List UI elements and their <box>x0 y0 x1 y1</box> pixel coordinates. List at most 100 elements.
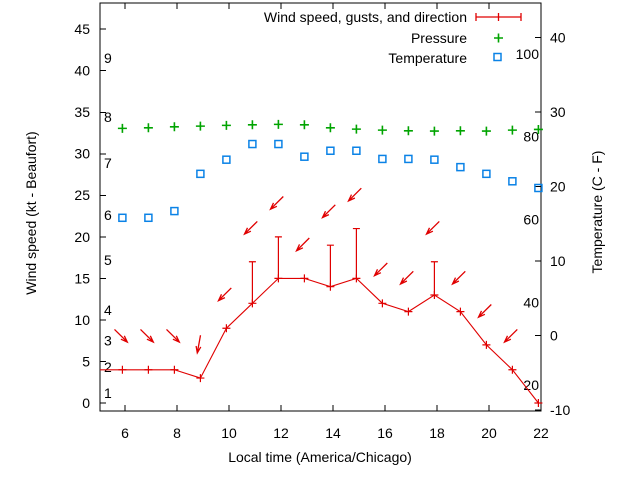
x-tick-label: 16 <box>377 425 393 441</box>
temperature-point <box>300 152 309 161</box>
beaufort-scale-label: 1 <box>104 385 112 401</box>
pressure-point <box>455 126 465 136</box>
fahrenheit-scale-label: 40 <box>523 294 539 310</box>
beaufort-scale-label: 3 <box>104 333 112 349</box>
y-left-tick-label: 5 <box>82 353 90 369</box>
x-tick-label: 6 <box>121 425 129 441</box>
wind-direction-arrow <box>399 270 414 286</box>
x-tick-label: 18 <box>429 425 445 441</box>
y-left-tick-label: 25 <box>74 187 90 203</box>
y-right-tick-label: 0 <box>550 327 558 343</box>
wind-direction-arrow <box>425 220 440 236</box>
beaufort-scale-label: 9 <box>104 50 112 66</box>
beaufort-scale-label: 4 <box>104 302 112 318</box>
wind-point <box>222 324 231 333</box>
y-left-axis-label: Wind speed (kt - Beaufort) <box>23 131 39 294</box>
pressure-point <box>169 122 179 132</box>
temperature-point <box>196 169 205 179</box>
legend-sample-temperature <box>493 52 502 62</box>
pressure-point <box>195 121 205 131</box>
y-right-tick-label: 10 <box>550 253 566 269</box>
temperature-point <box>222 155 231 164</box>
plot-border <box>99 2 542 412</box>
pressure-point <box>533 124 543 134</box>
pressure-point <box>247 120 257 130</box>
fahrenheit-scale-label: 80 <box>523 129 539 145</box>
wind-point <box>170 365 179 374</box>
wind-point <box>144 365 153 374</box>
fahrenheit-scale-label: 60 <box>523 212 539 228</box>
pressure-point <box>429 126 439 136</box>
y-left-tick-label: 35 <box>74 104 90 120</box>
wind-direction-arrow <box>503 328 518 344</box>
wind-point <box>326 282 335 291</box>
wind-direction-arrow <box>114 328 129 344</box>
temperature-point <box>456 162 465 172</box>
fahrenheit-scale-label: 20 <box>523 377 539 393</box>
wind-direction-arrow <box>373 262 388 278</box>
wind-direction-arrow <box>477 304 492 319</box>
wind-direction-arrow <box>295 237 310 253</box>
temperature-point <box>248 139 257 149</box>
wind-point <box>378 299 387 308</box>
x-tick-label: 20 <box>481 425 497 441</box>
y-right-tick-label: 40 <box>550 29 566 45</box>
pressure-point <box>403 126 413 136</box>
wind-direction-arrow <box>217 287 232 302</box>
x-axis-label: Local time (America/Chicago) <box>228 449 412 465</box>
x-tick-label: 8 <box>173 425 181 441</box>
wind-direction-arrow <box>140 328 155 344</box>
wind-point <box>248 299 257 308</box>
temperature-point <box>430 155 439 164</box>
temperature-point <box>404 154 413 164</box>
y-right-tick-label: -10 <box>550 402 570 418</box>
gust-bar <box>352 227 360 279</box>
x-tick-label: 22 <box>533 425 549 441</box>
x-tick-label: 12 <box>273 425 289 441</box>
chart-generated-layer: 6 8 10 12 14 16 18 20 22051015202530354045-10010… <box>74 2 570 441</box>
y-right-tick-label: 20 <box>550 178 566 194</box>
temperature-point <box>274 139 283 149</box>
temperature-point <box>144 213 153 223</box>
wind-point <box>430 291 439 300</box>
x-tick-label: 14 <box>325 425 341 441</box>
temperature-point <box>170 206 179 216</box>
temperature-point <box>118 213 127 223</box>
pressure-point <box>221 120 231 130</box>
wind-point <box>274 274 283 283</box>
wind-direction-arrow <box>321 204 336 219</box>
pressure-point <box>481 126 491 136</box>
gust-bar <box>326 244 334 287</box>
pressure-point <box>143 123 153 133</box>
y-left-tick-label: 10 <box>74 312 90 328</box>
temperature-point <box>326 146 335 155</box>
pressure-point <box>273 119 283 129</box>
y-left-tick-label: 0 <box>82 395 90 411</box>
beaufort-scale-label: 7 <box>104 155 112 171</box>
y-left-tick-label: 45 <box>74 21 90 37</box>
gust-bar <box>274 236 282 279</box>
x-tick-label: 10 <box>221 425 237 441</box>
wind-point <box>508 365 517 374</box>
wind-direction-arrow <box>166 328 181 344</box>
wind-point <box>300 274 309 283</box>
beaufort-scale-label: 2 <box>104 359 112 375</box>
legend-label-wind: Wind speed, gusts, and direction <box>264 9 467 25</box>
fahrenheit-scale-label: 100 <box>516 46 540 62</box>
y-right-axis-label: Temperature (C - F) <box>589 151 605 274</box>
wind-speed-line <box>100 277 539 404</box>
wind-direction-arrow <box>269 196 284 211</box>
y-left-tick-label: 40 <box>74 63 90 79</box>
pressure-point <box>325 123 335 133</box>
legend-label-temperature: Temperature <box>388 50 467 66</box>
y-right-tick-label: 30 <box>550 104 566 120</box>
temperature-point <box>482 169 491 179</box>
wind-point <box>482 340 491 349</box>
wind-direction-arrow <box>451 270 466 286</box>
pressure-point <box>377 125 387 135</box>
pressure-point <box>351 124 361 134</box>
pressure-point <box>507 125 517 135</box>
temperature-point <box>508 177 517 186</box>
y-left-tick-label: 15 <box>74 270 90 286</box>
